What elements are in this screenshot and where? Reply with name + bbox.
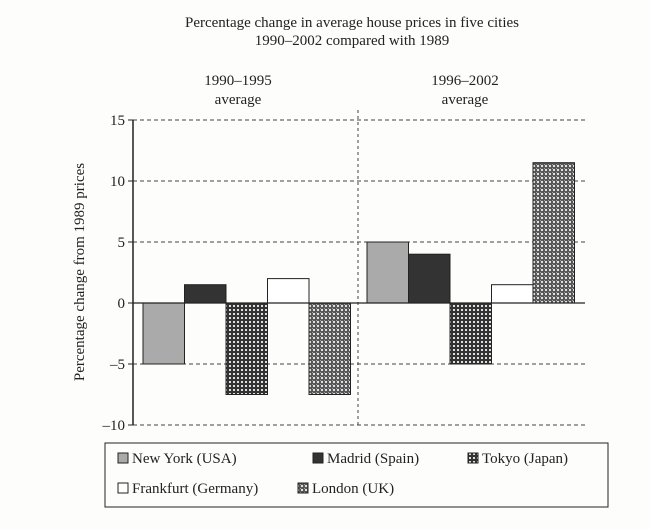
bar-frankfurt-1 (267, 278, 310, 304)
y-tick-label: 5 (118, 235, 126, 251)
legend-swatch (312, 452, 324, 464)
bar-new-1 (142, 302, 185, 365)
bar-london-1 (308, 302, 351, 395)
legend: New York (USA) Madrid (Spain) Tokyo (Japan… (104, 442, 609, 508)
chart-title: Percentage change in average house price… (185, 15, 519, 31)
legend-label: London (UK) (312, 481, 394, 497)
legend-label: Frankfurt (Germany) (132, 481, 258, 497)
legend-swatch (297, 482, 309, 494)
chart-subtitle: 1990–2002 compared with 1989 (255, 33, 450, 49)
y-tick-label: 15 (110, 113, 125, 129)
y-tick-label: –10 (102, 418, 126, 434)
group-label-2-line2: average (442, 92, 489, 108)
legend-swatch (117, 452, 129, 464)
group-label-1-line1: 1990–1995 (204, 73, 272, 89)
legend-label: Madrid (Spain) (327, 451, 419, 467)
group-label-2-line1: 1996–2002 (431, 73, 499, 89)
bar-frankfurt-2 (491, 284, 534, 304)
y-axis-label: Percentage change from 1989 prices (72, 163, 88, 381)
bar-tokyo-1 (225, 302, 268, 395)
bar-new-2 (366, 241, 409, 304)
bar-madrid-1 (184, 284, 227, 304)
legend-swatch (117, 482, 129, 494)
legend-box (104, 442, 609, 508)
y-tick-label: 0 (118, 296, 126, 312)
y-tick-label: –5 (109, 357, 125, 373)
bar-tokyo-2 (449, 302, 492, 365)
bar-london-2 (532, 162, 575, 304)
legend-swatch (467, 452, 479, 464)
legend-label: New York (USA) (132, 451, 237, 467)
bar-madrid-2 (408, 253, 451, 304)
legend-label: Tokyo (Japan) (482, 451, 568, 467)
y-tick-label: 10 (110, 174, 125, 190)
group-label-1-line2: average (215, 92, 262, 108)
